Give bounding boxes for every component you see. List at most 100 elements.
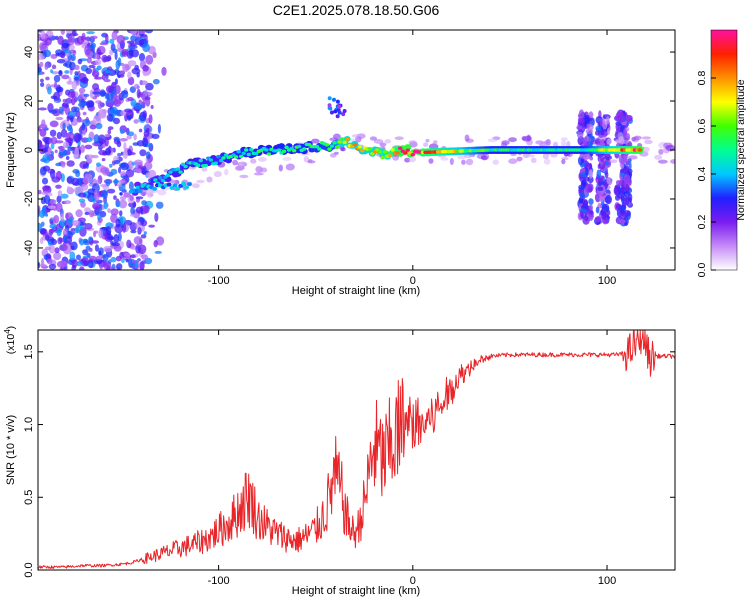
- heatmap-noise-cell: [77, 102, 86, 108]
- heatmap-halo-cell: [351, 134, 362, 138]
- heatmap-noise-cell: [70, 241, 78, 251]
- heatmap-noise-cell: [105, 33, 109, 44]
- heatmap-noise-cell: [48, 263, 57, 270]
- heatmap-band-cell: [615, 123, 620, 131]
- heatmap-halo-cell: [213, 171, 222, 178]
- heatmap-band-cell: [606, 116, 610, 125]
- heatmap-feature-cell: [329, 110, 334, 115]
- heatmap-noise-cell: [79, 266, 85, 270]
- heatmap-noise-cell: [94, 53, 100, 60]
- heatmap-noise-cell: [71, 259, 79, 267]
- heatmap-noise-cell: [101, 189, 108, 200]
- heatmap-track-core: [203, 163, 208, 168]
- heatmap-halo-cell: [657, 159, 668, 164]
- heatmap-noise-cell: [142, 64, 149, 72]
- heatmap-noise-cell: [57, 146, 64, 150]
- heatmap-noise-cell: [67, 35, 76, 46]
- heatmap-noise-cell: [86, 157, 93, 164]
- heatmap-noise-cell: [130, 229, 137, 234]
- heatmap-noise-cell: [66, 230, 76, 236]
- heatmap-noise-cell: [95, 255, 103, 261]
- heatmap-noise-cell: [61, 102, 69, 108]
- heatmap-noise-cell: [140, 219, 148, 227]
- heatmap-halo-cell: [201, 167, 208, 172]
- heatmap-noise-cell: [92, 202, 102, 210]
- heatmap-halo-cell: [464, 134, 470, 142]
- heatmap-halo-cell: [303, 155, 310, 163]
- heatmap-noise-cell: [128, 181, 134, 191]
- heatmap-noise-cell: [46, 257, 53, 265]
- heatmap-halo-cell: [535, 140, 545, 145]
- heatmap-noise-cell: [109, 163, 113, 168]
- snr-xtick-label: 0: [410, 575, 416, 587]
- heatmap-noise-cell: [126, 135, 132, 140]
- heatmap-noise-cell: [82, 176, 91, 184]
- heatmap-noise-cell: [55, 140, 64, 144]
- heatmap-noise-cell: [53, 81, 58, 90]
- heatmap-noise-cell: [49, 221, 54, 225]
- heatmap-noise-cell: [104, 133, 111, 138]
- heatmap-noise-cell: [113, 195, 117, 200]
- heatmap-noise-cell: [71, 220, 81, 227]
- heatmap-noise-cell: [118, 72, 122, 76]
- heatmap-noise-cell: [70, 91, 76, 98]
- heatmap-noise-cell: [141, 165, 147, 176]
- heatmap-halo-cell: [329, 153, 337, 158]
- heatmap-noise-cell: [70, 53, 76, 62]
- heatmap-noise-cell: [89, 124, 97, 130]
- heatmap-noise-cell: [138, 39, 143, 47]
- heatmap-noise-cell: [42, 154, 51, 164]
- heatmap-noise-cell: [142, 42, 150, 53]
- heatmap-noise-cell: [133, 119, 139, 124]
- heatmap-halo-cell: [654, 154, 663, 160]
- heatmap-noise-cell: [139, 111, 147, 122]
- heatmap-noise-cell: [127, 60, 137, 67]
- heatmap-halo-cell: [585, 136, 592, 142]
- heatmap-noise-cell: [83, 260, 89, 266]
- heatmap-noise-cell: [138, 128, 143, 133]
- heatmap-noise-cell: [38, 107, 47, 111]
- heatmap-noise-cell: [119, 195, 127, 201]
- heatmap-noise-cell: [128, 151, 136, 156]
- heatmap-noise-cell: [113, 179, 119, 185]
- heatmap-noise-cell: [44, 246, 52, 251]
- heatmap-halo-cell: [508, 137, 517, 143]
- heatmap-noise-cell: [134, 260, 139, 269]
- heatmap-halo-cell: [157, 189, 167, 196]
- heatmap-band-cell: [588, 111, 593, 119]
- heatmap-noise-cell: [63, 200, 72, 205]
- heatmap-noise-cell: [118, 199, 128, 209]
- heatmap-band-cell: [604, 205, 610, 212]
- heatmap-track-core: [405, 148, 410, 152]
- heatmap-halo-cell: [595, 137, 600, 141]
- heatmap-noise-cell: [60, 50, 66, 59]
- heatmap-noise-cell: [53, 214, 60, 224]
- heatmap-noise-cell: [62, 228, 68, 238]
- heatmap-noise-cell: [125, 169, 135, 178]
- heatmap-branch-cell: [166, 182, 172, 187]
- heatmap-halo-cell: [145, 188, 154, 196]
- heatmap-noise-cell: [101, 74, 106, 81]
- heatmap-noise-cell: [79, 161, 89, 169]
- heatmap-noise-cell: [72, 169, 80, 174]
- heatmap-noise-cell: [113, 234, 120, 244]
- heatmap-noise-cell: [76, 35, 85, 45]
- heatmap-noise-cell: [40, 78, 44, 83]
- heatmap-halo-cell: [285, 163, 295, 171]
- heatmap-noise-cell: [122, 223, 127, 233]
- heatmap-noise-cell: [53, 74, 61, 83]
- heatmap-halo-cell: [239, 174, 249, 179]
- heatmap-noise-cell: [143, 129, 150, 138]
- heatmap-track-core: [236, 150, 241, 154]
- heatmap-noise-cell: [38, 66, 43, 73]
- heatmap-track-core: [135, 185, 140, 190]
- heatmap-noise-cell: [155, 201, 164, 209]
- heatmap-noise-cell: [135, 196, 144, 200]
- heatmap-noise-cell: [85, 245, 91, 251]
- heatmap-track-halo: [404, 144, 412, 151]
- heatmap-band-cell: [602, 120, 608, 130]
- heatmap-noise-cell: [63, 234, 68, 243]
- heatmap-track-core: [243, 148, 249, 152]
- heatmap-noise-cell: [82, 111, 87, 116]
- heatmap-noise-cell: [74, 64, 80, 71]
